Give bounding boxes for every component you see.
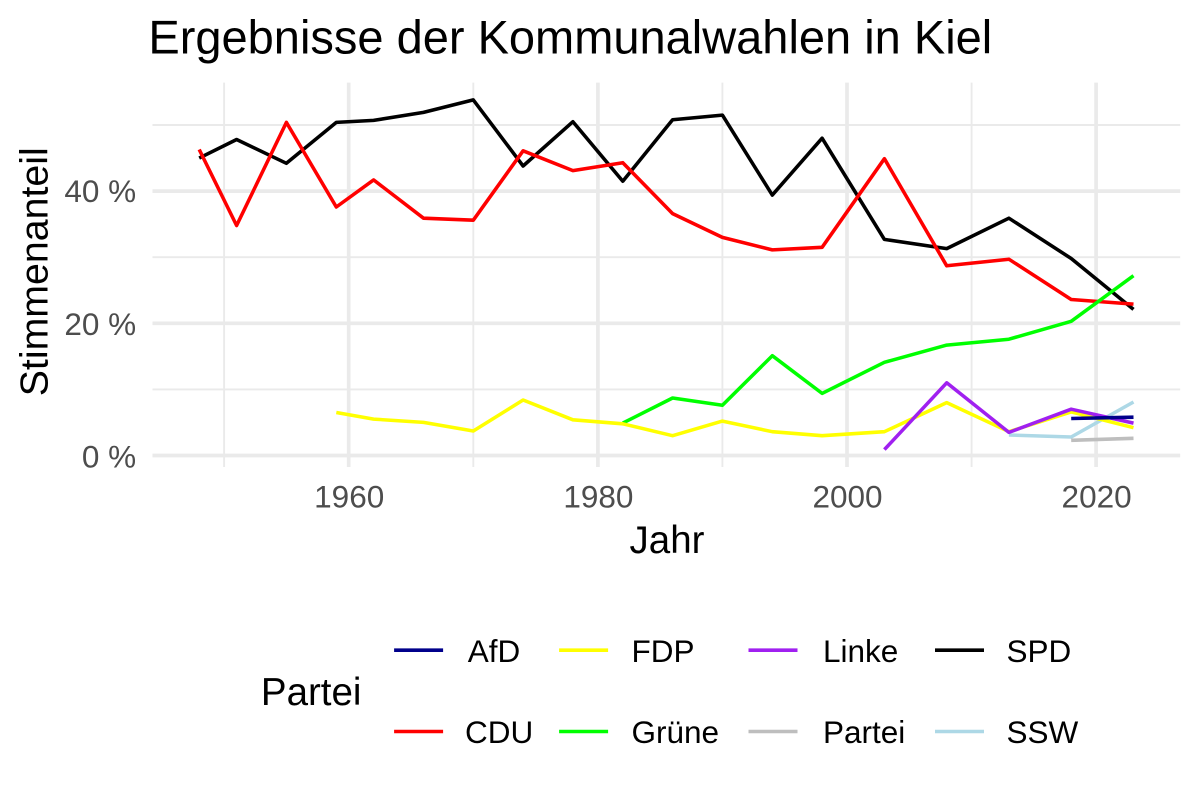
svg-text:Linke: Linke bbox=[823, 633, 898, 669]
svg-text:SPD: SPD bbox=[1007, 633, 1072, 669]
svg-text:0 %: 0 % bbox=[82, 439, 136, 475]
svg-text:SSW: SSW bbox=[1007, 714, 1079, 750]
svg-text:Grüne: Grüne bbox=[632, 714, 720, 750]
svg-text:Ergebnisse der Kommunalwahlen: Ergebnisse der Kommunalwahlen in Kiel bbox=[148, 11, 992, 64]
svg-text:Partei: Partei bbox=[261, 671, 362, 714]
svg-text:Partei: Partei bbox=[823, 714, 905, 750]
svg-text:1960: 1960 bbox=[314, 478, 384, 514]
svg-text:40 %: 40 % bbox=[64, 173, 136, 209]
svg-text:1980: 1980 bbox=[563, 478, 633, 514]
svg-text:2020: 2020 bbox=[1062, 478, 1132, 514]
svg-text:Jahr: Jahr bbox=[630, 519, 705, 562]
svg-text:Stimmenanteil: Stimmenanteil bbox=[12, 147, 56, 396]
svg-text:CDU: CDU bbox=[465, 714, 533, 750]
svg-text:20 %: 20 % bbox=[64, 306, 136, 342]
svg-text:2000: 2000 bbox=[812, 478, 882, 514]
svg-text:FDP: FDP bbox=[632, 633, 695, 669]
svg-text:AfD: AfD bbox=[468, 633, 521, 669]
